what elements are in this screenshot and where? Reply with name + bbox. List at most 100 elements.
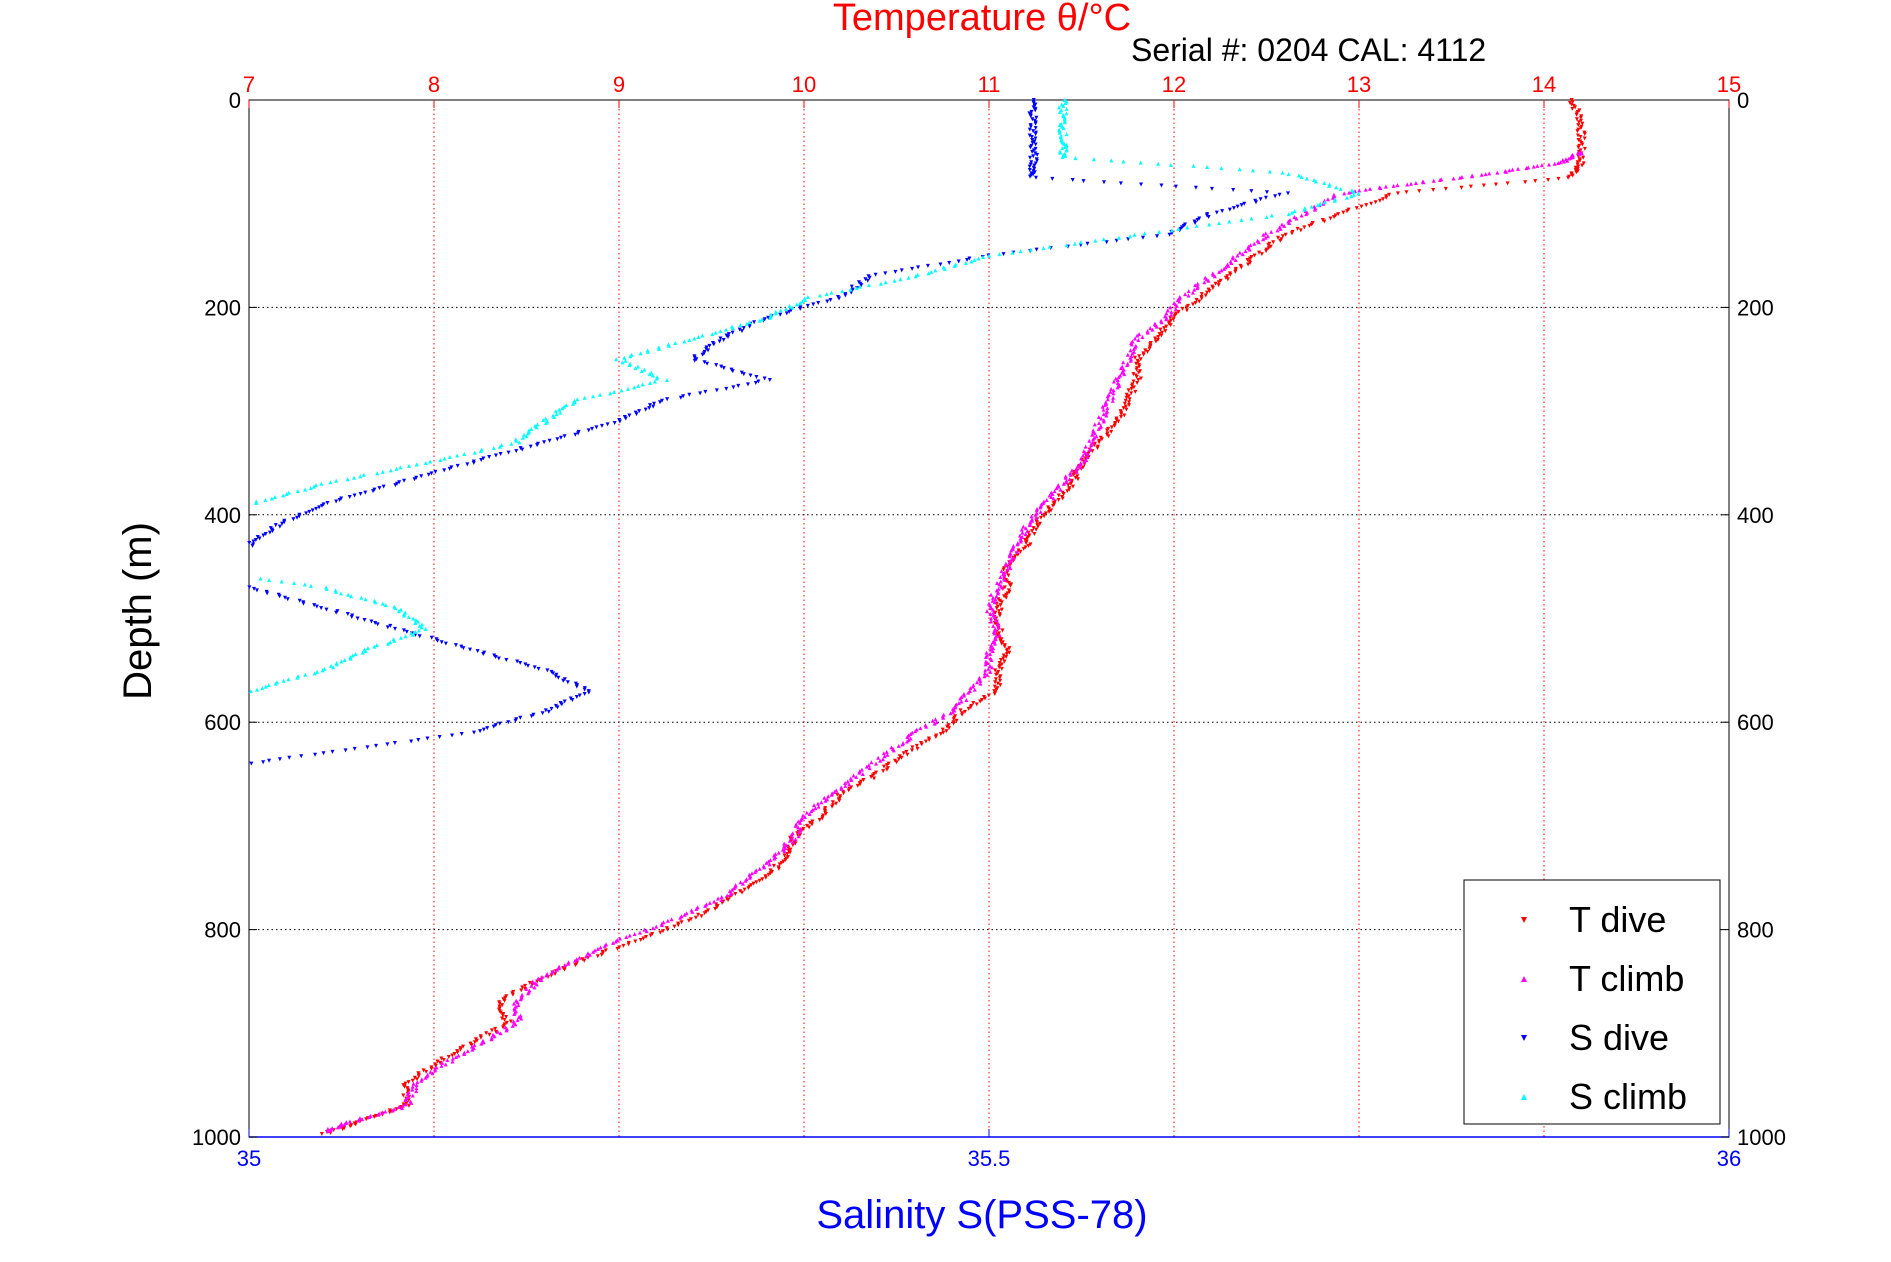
data-point [1109,158,1114,163]
data-point [559,702,564,707]
data-point [645,349,650,354]
data-point [1031,105,1036,110]
data-point [1421,180,1426,185]
data-point [270,529,275,534]
data-point [1137,332,1142,337]
data-point [1027,127,1032,132]
data-point [793,837,798,842]
data-point [308,486,313,491]
data-point [1567,156,1572,161]
data-point [1118,366,1123,371]
data-point [253,537,258,542]
data-point [1299,175,1304,180]
data-point [721,366,726,371]
data-point [705,361,710,366]
data-point [1210,286,1215,291]
data-point [1217,220,1222,225]
data-point [633,939,638,944]
data-point [562,967,567,972]
data-point [590,426,595,431]
data-point [901,751,906,756]
temperature-tick-label: 12 [1162,72,1186,97]
data-point [1028,162,1033,167]
data-point [1029,171,1034,176]
data-point [794,302,799,307]
data-point [860,772,865,777]
data-point [496,656,501,661]
data-point [1063,475,1068,480]
data-point [529,714,534,719]
data-point [1063,153,1068,158]
data-point [863,277,868,282]
data-point [972,687,977,692]
data-point [552,415,557,420]
temperature-tick-label: 14 [1532,72,1556,97]
data-point [352,475,357,480]
data-point [1001,656,1006,661]
data-point [684,911,689,916]
data-point [584,954,589,959]
data-point [380,601,385,606]
data-point [1082,459,1087,464]
data-point [994,617,999,622]
data-point [423,1075,428,1080]
data-point [1024,540,1029,545]
data-point [560,406,565,411]
data-point [1135,333,1140,338]
data-point [849,284,854,289]
data-point [731,385,736,390]
data-point [698,391,703,396]
data-point [757,318,762,323]
data-point [730,326,735,331]
data-point [413,617,418,622]
data-point [878,758,883,763]
data-point [356,1118,361,1123]
data-point [822,795,827,800]
data-point [989,665,994,670]
data-point [277,594,282,599]
data-point [1248,243,1253,248]
data-point [254,588,259,593]
data-point [1072,241,1077,246]
data-point [279,579,284,584]
data-point [465,462,470,467]
data-point [918,726,923,731]
data-point [1080,453,1085,458]
data-point [854,286,859,291]
data-point [738,880,743,885]
data-point [1505,181,1510,186]
data-point [1121,360,1126,365]
data-point [1459,185,1464,190]
data-point [964,697,969,702]
data-point [263,497,268,502]
data-point [350,653,355,658]
data-point [440,1060,445,1065]
data-point [988,669,993,674]
data-point [401,613,406,618]
data-point [352,493,357,498]
data-point [707,900,712,905]
data-point [974,680,979,685]
data-point [724,327,729,332]
data-point [1112,423,1117,428]
data-point [416,1074,421,1079]
data-point [1116,235,1121,240]
data-point [913,274,918,279]
data-point [993,680,998,685]
data-point [1015,542,1020,547]
data-point [374,643,379,648]
data-point [1309,222,1314,227]
data-point [1119,412,1124,417]
data-point [772,856,777,861]
data-point [1183,292,1188,297]
data-point [321,751,326,756]
data-point [532,985,537,990]
data-point [1116,375,1121,380]
data-point [1018,533,1023,538]
data-point [474,1038,479,1043]
data-point [348,1124,353,1129]
data-point [573,432,578,437]
data-point [873,272,878,277]
data-point [927,737,932,742]
data-point [1033,161,1038,166]
